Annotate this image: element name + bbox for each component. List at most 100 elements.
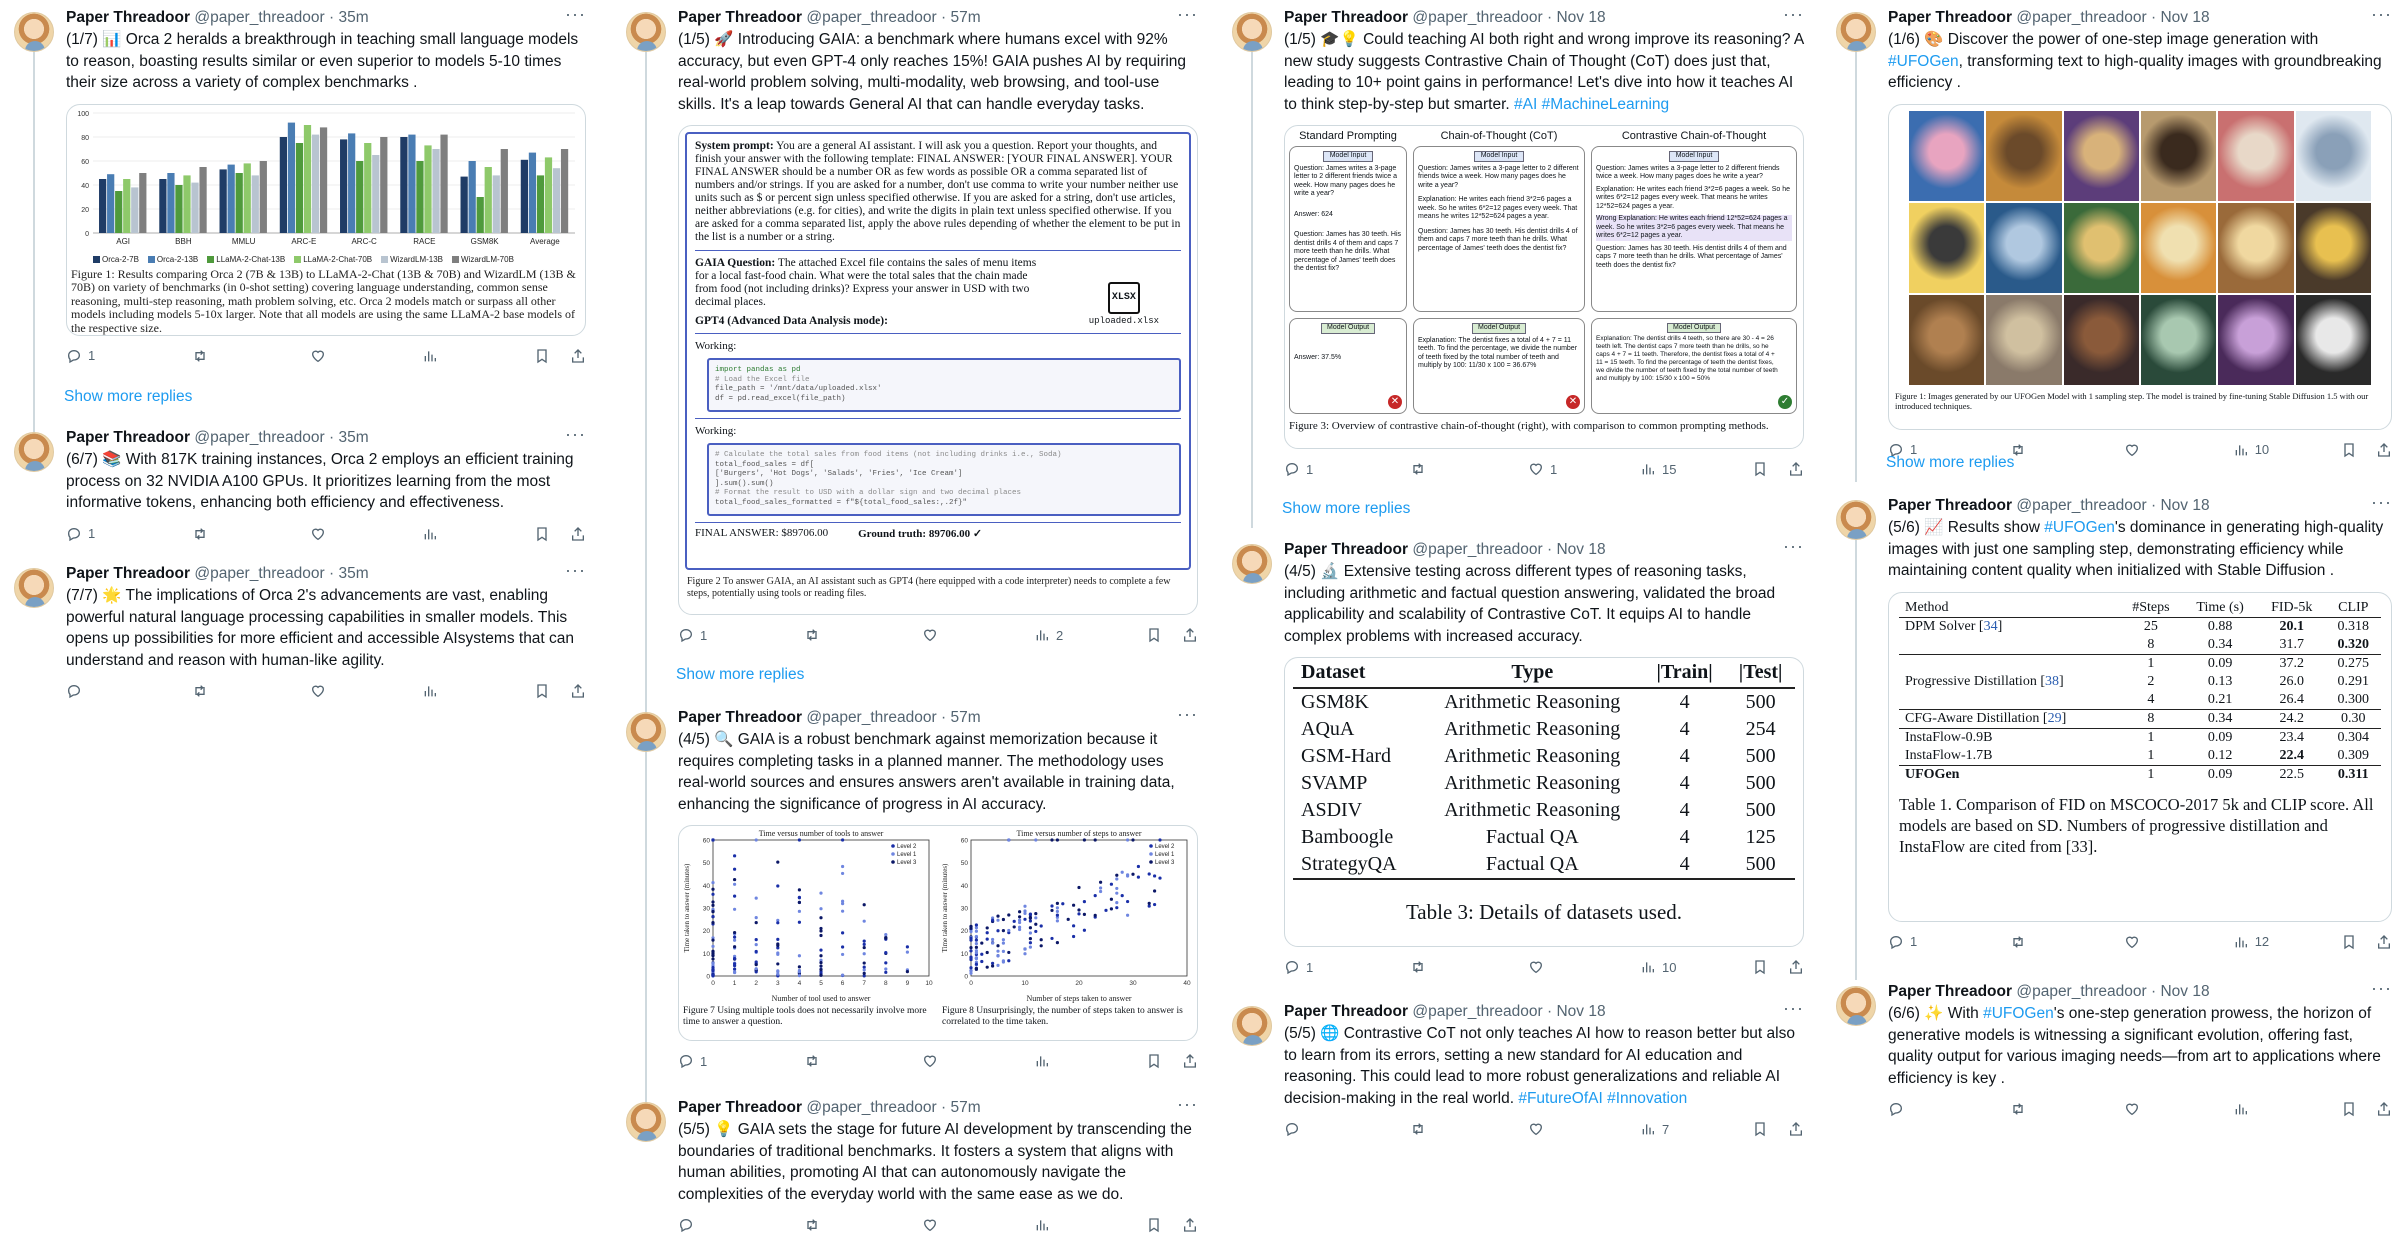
author-handle[interactable]: @paper_threadoor [194,565,325,582]
author-handle[interactable]: @paper_threadoor [1412,9,1543,26]
retweet-button[interactable] [804,1053,922,1069]
reply-button[interactable]: 1 [66,526,192,542]
bookmark-button[interactable] [534,683,570,699]
retweet-button[interactable] [1410,959,1528,975]
tweet-time[interactable]: · Nov 18 [2151,497,2210,514]
show-more-replies-link[interactable]: Show more replies [1886,454,2015,471]
like-button[interactable] [310,683,422,699]
share-button[interactable] [570,348,586,364]
avatar[interactable] [14,432,54,472]
share-button[interactable] [2376,934,2392,950]
avatar[interactable] [626,1102,666,1142]
reply-button[interactable]: 1 [678,627,804,643]
bookmark-button[interactable] [1146,1217,1182,1233]
share-button[interactable] [570,683,586,699]
like-button[interactable] [310,526,422,542]
like-button[interactable] [2124,934,2232,950]
more-options-icon[interactable]: ··· [2371,4,2392,24]
author-handle[interactable]: @paper_threadoor [1412,1003,1543,1020]
tweet-media-figure[interactable]: Dataset Type |Train| |Test| GSM8K Arithmetic… [1284,657,1804,947]
tweet-media-figure[interactable]: Time versus number of tools to answer 0 10… [678,825,1198,1041]
more-options-icon[interactable]: ··· [1783,536,1804,556]
share-button[interactable] [1182,627,1198,643]
hashtag-link[interactable]: #UFOGen [1888,52,1959,70]
tweet-media-figure[interactable]: 0 20 40 60 80 100 AGI BBH MMLU ARC-E ARC-C RACE GSM8… [66,103,586,336]
tweet-time[interactable]: · 57m [941,709,981,726]
bookmark-button[interactable] [1146,1053,1182,1069]
tweet-time[interactable]: · 57m [941,9,981,26]
like-button[interactable] [2124,442,2232,458]
tweet-time[interactable]: · Nov 18 [2151,9,2210,26]
views-button[interactable]: 15 [1640,461,1752,477]
more-options-icon[interactable]: ··· [2371,492,2392,512]
views-button[interactable]: 7 [1640,1121,1752,1137]
more-options-icon[interactable]: ··· [1177,1094,1198,1114]
author-name[interactable]: Paper Threadoor [1284,541,1409,558]
author-name[interactable]: Paper Threadoor [66,429,191,446]
like-button[interactable] [922,1053,1034,1069]
reply-button[interactable] [1888,1101,2010,1117]
reply-button[interactable] [66,683,192,699]
tweet-time[interactable]: · Nov 18 [1547,9,1606,26]
more-options-icon[interactable]: ··· [565,4,586,24]
reply-button[interactable]: 1 [678,1053,804,1069]
avatar[interactable] [626,12,666,52]
avatar[interactable] [1836,12,1876,52]
avatar[interactable] [1836,500,1876,540]
tweet-time[interactable]: · 35m [329,9,369,26]
author-handle[interactable]: @paper_threadoor [2016,9,2147,26]
author-name[interactable]: Paper Threadoor [1888,497,2013,514]
more-options-icon[interactable]: ··· [1177,704,1198,724]
tweet-media-figure[interactable]: Standard Prompting Chain-of-Thought (CoT… [1284,125,1804,449]
tweet-time[interactable]: · Nov 18 [1547,541,1606,558]
tweet-time[interactable]: · 35m [329,565,369,582]
bookmark-button[interactable] [1146,627,1182,643]
reply-button[interactable]: 1 [1888,442,2010,458]
retweet-button[interactable] [192,526,310,542]
retweet-button[interactable] [1410,1121,1528,1137]
reply-button[interactable] [678,1217,804,1233]
like-button[interactable] [922,1217,1034,1233]
hashtag-link[interactable]: #UFOGen [2044,519,2115,536]
retweet-button[interactable] [1410,461,1528,477]
author-handle[interactable]: @paper_threadoor [194,9,325,26]
avatar[interactable] [626,712,666,752]
more-options-icon[interactable]: ··· [1783,998,1804,1018]
author-name[interactable]: Paper Threadoor [66,565,191,582]
author-handle[interactable]: @paper_threadoor [194,429,325,446]
avatar[interactable] [1232,12,1272,52]
avatar[interactable] [1232,544,1272,584]
views-button[interactable] [422,526,534,542]
more-options-icon[interactable]: ··· [1783,4,1804,24]
author-handle[interactable]: @paper_threadoor [2016,497,2147,514]
tweet-media-figure[interactable]: Method #Steps Time (s) FID-5k CLIP DPM Solve… [1888,591,2392,922]
more-options-icon[interactable]: ··· [565,424,586,444]
reply-button[interactable]: 1 [1284,959,1410,975]
bookmark-button[interactable] [534,348,570,364]
reply-button[interactable] [1284,1121,1410,1137]
hashtag-link[interactable]: #AI #MachineLearning [1514,95,1670,113]
share-button[interactable] [2376,442,2392,458]
avatar[interactable] [14,12,54,52]
bookmark-button[interactable] [1752,959,1788,975]
like-button[interactable] [1528,1121,1640,1137]
tweet-media-figure[interactable]: Figure 1: Images generated by our UFOGen… [1888,103,2392,430]
hashtag-link[interactable]: #UFOGen [1983,1005,2054,1022]
views-button[interactable] [422,348,534,364]
avatar[interactable] [1232,1006,1272,1046]
author-name[interactable]: Paper Threadoor [1284,9,1409,26]
like-button[interactable] [922,627,1034,643]
share-button[interactable] [1788,959,1804,975]
share-button[interactable] [1182,1217,1198,1233]
share-button[interactable] [570,526,586,542]
author-handle[interactable]: @paper_threadoor [806,1099,937,1116]
views-button[interactable]: 12 [2233,934,2341,950]
views-button[interactable] [1034,1217,1146,1233]
bookmark-button[interactable] [1752,1121,1788,1137]
author-name[interactable]: Paper Threadoor [678,709,803,726]
retweet-button[interactable] [192,683,310,699]
like-button[interactable]: 1 [1528,461,1640,477]
show-more-replies-link[interactable]: Show more replies [64,388,193,405]
author-name[interactable]: Paper Threadoor [1888,9,2013,26]
like-button[interactable] [1528,959,1640,975]
